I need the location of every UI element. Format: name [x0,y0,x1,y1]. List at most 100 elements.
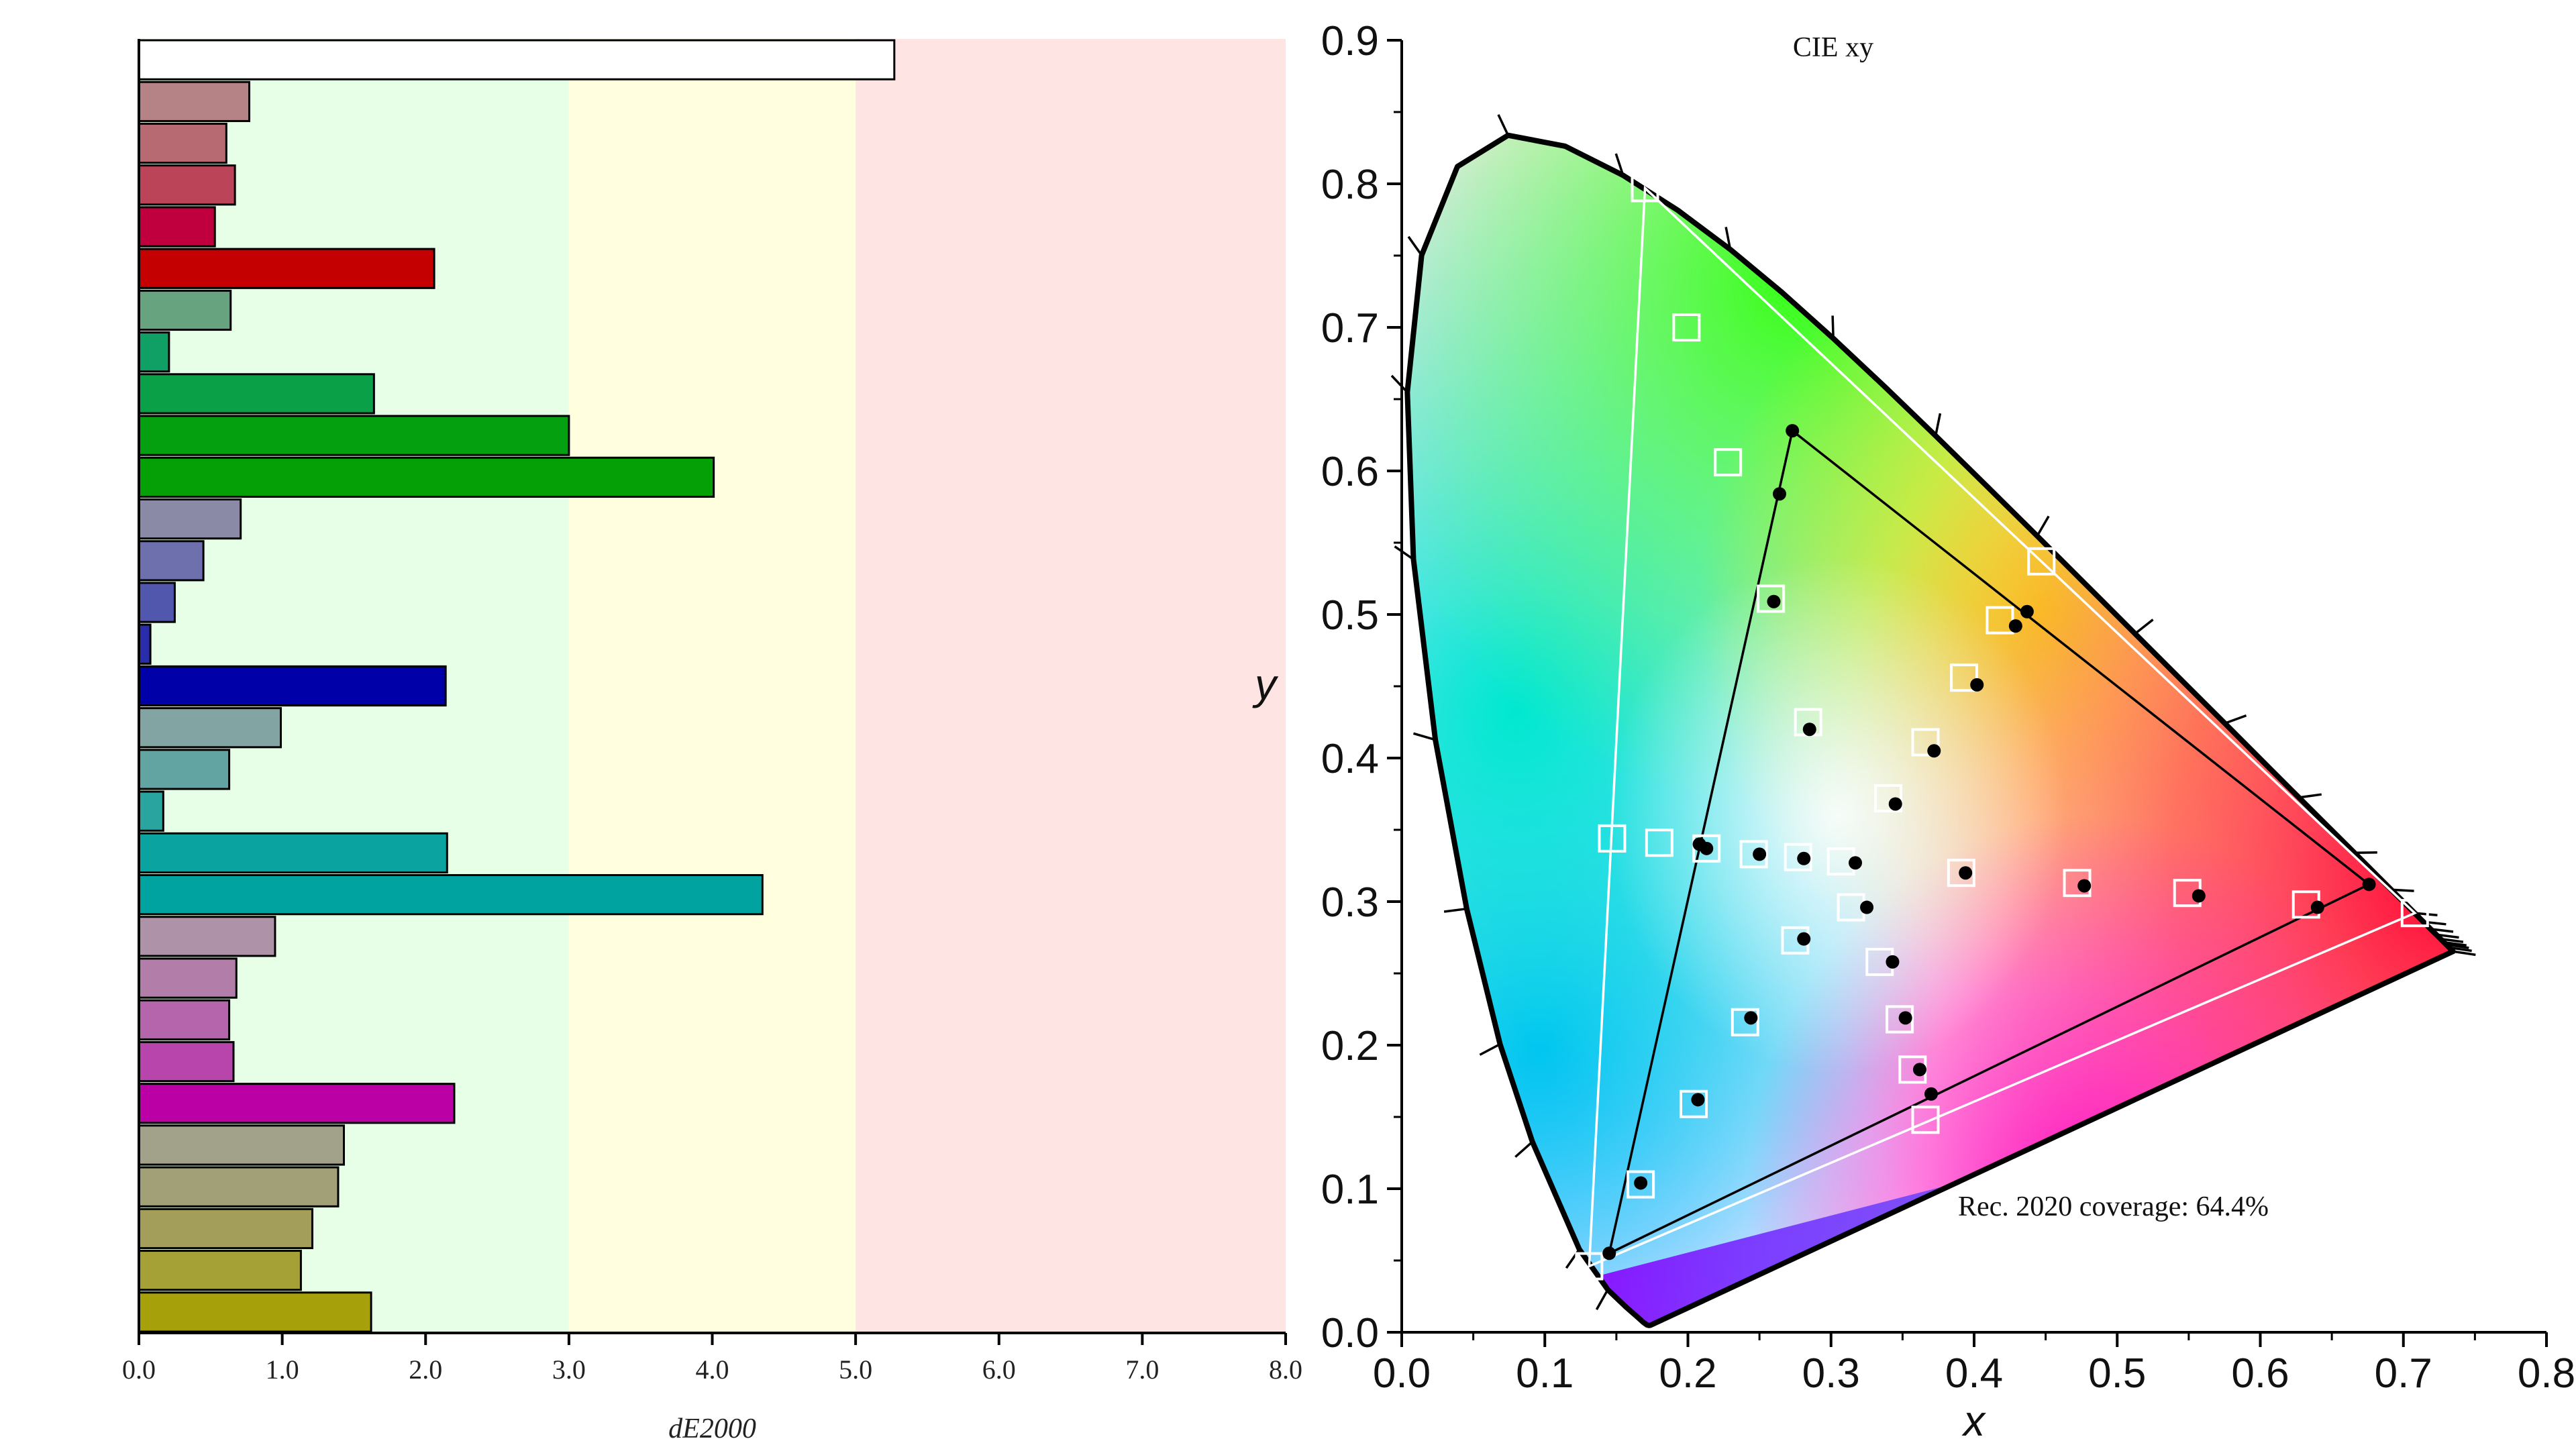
measured-point-18 [1927,744,1941,758]
measured-point-12 [2077,879,2092,893]
cie-title: CIE xy [1793,32,1873,63]
locus-wavelength-ticks [1390,114,2476,1310]
cie-y-tick-label: 0.6 [1321,449,1379,495]
cie-y-tick-label: 0.3 [1321,879,1379,926]
cie-x-tick-label: 0.2 [1659,1350,1716,1397]
locus-tick-7 [1390,374,1408,393]
bar-x-tick-label: 6.0 [982,1354,1016,1385]
bar-x-tick-label: 1.0 [266,1354,299,1385]
cie-xy-diagram: 0.0 0.1 0.2 0.3 0.4 0.5 0.6 0.7 0.8 0.0 0.1 0.2 0.3 0… [1252,18,2575,1445]
bar-8 [138,373,375,415]
locus-tick-14 [2036,515,2050,537]
target-marker-21 [1950,663,1979,692]
measured-point-16 [2008,619,2022,633]
cie-axes: 0.0 0.1 0.2 0.3 0.4 0.5 0.6 0.7 0.8 0.0 0.1 0.2 0.3 0… [1321,18,2575,1397]
locus-tick-23 [2436,933,2459,939]
target-marker-10 [1692,834,1721,863]
threshold-band-2 [856,39,1286,1333]
measured-gamut-vertex-2 [1602,1246,1616,1260]
locus-tick-11 [1724,227,1732,250]
cie-y-tick-label: 0.4 [1321,736,1379,782]
cie-x-axis-label: x [1961,1397,1986,1445]
measured-point-11 [1959,866,1973,880]
target-marker-3 [1757,584,1786,613]
bar-13 [138,582,176,623]
locus-tick-19 [2391,888,2414,892]
bar-11 [138,498,242,540]
coverage-annotation: Rec. 2020 coverage: 64.4% [1958,1191,2269,1222]
measured-point-21 [1886,955,1900,969]
measured-points [1602,424,2376,1260]
target-marker-19 [2027,547,2056,576]
measured-point-23 [1912,1063,1926,1077]
bar-0 [138,39,896,80]
measured-point-0 [1772,487,1786,501]
target-marker-5 [1627,1170,1655,1199]
locus-tick-24 [2440,937,2464,943]
target-marker-14 [1947,859,1975,888]
measured-point-9 [1797,851,1811,865]
locus-tick-26 [2446,943,2469,949]
bar-2 [138,122,227,164]
target-marker-1 [1672,313,1701,341]
bar-25 [138,1083,456,1124]
locus-tick-5 [1412,732,1436,741]
target-marker-11 [1739,840,1768,869]
bar-4 [138,206,216,248]
measured-point-19 [1888,797,1902,811]
target-marker-4 [1575,1252,1604,1281]
locus-tick-6 [1394,545,1414,561]
cie-x-tick-label: 0.6 [2231,1350,2289,1397]
bar-6 [138,289,232,331]
cie-x-tick-label: 0.5 [2088,1350,2146,1397]
target-marker-23 [1874,784,1903,812]
measured-point-14 [2310,900,2324,914]
target-marker-9 [1645,828,1673,857]
target-marker-22 [1911,728,1940,757]
cie-x-tick-label: 0.3 [1802,1350,1860,1397]
target-marker-2 [1714,448,1743,477]
locus-tick-25 [2443,941,2467,947]
locus-tick-22 [2430,928,2454,933]
bar-14 [138,623,152,665]
measured-point-3 [1634,1176,1648,1190]
bar-26 [138,1124,345,1166]
target-marker-18 [2400,899,2429,928]
cie-y-tick-label: 0.0 [1321,1310,1379,1356]
measured-point-1 [1767,594,1781,608]
bar-12 [138,540,205,582]
locus-tick-17 [2298,793,2322,799]
measured-point-10 [1849,856,1863,870]
locus-tick-0 [1595,1289,1609,1310]
bar-28 [138,1208,313,1250]
bar-x-tick-label: 3.0 [552,1354,586,1385]
cie-x-tick-label: 0.8 [2518,1350,2575,1397]
locus-tick-15 [2134,619,2154,635]
cie-y-tick-label: 0.1 [1321,1167,1379,1213]
bar-19 [138,832,448,874]
locus-tick-13 [1934,413,1942,436]
cie-x-tick-label: 0.7 [2375,1350,2432,1397]
locus-tick-10 [1614,153,1625,176]
measured-point-24 [1924,1087,1939,1101]
cie-x-tick-label: 0.1 [1516,1350,1574,1397]
measured-gamut-vertex-0 [2362,877,2376,892]
measured-point-17 [1970,678,1984,692]
bar-x-axis: 0.0 1.0 2.0 3.0 4.0 5.0 6.0 7.0 8.0 [122,39,1302,1385]
measured-point-8 [1753,847,1767,861]
locus-tick-3 [1479,1042,1501,1056]
locus-tick-28 [2453,950,2476,957]
bar-23 [138,999,231,1040]
bar-29 [138,1250,302,1291]
measured-point-20 [1860,900,1874,914]
cie-y-tick-label: 0.9 [1321,18,1379,64]
bar-7 [138,331,170,373]
target-marker-29 [1911,1106,1940,1134]
bar-18 [138,790,164,832]
bar-x-tick-label: 0.0 [122,1354,156,1385]
de2000-bar-chart: 0.0 1.0 2.0 3.0 4.0 5.0 6.0 7.0 8.0 dE2000 [122,39,1302,1444]
target-marker-8 [1598,824,1627,853]
measured-point-4 [1691,1093,1705,1107]
bar-15 [138,665,447,707]
